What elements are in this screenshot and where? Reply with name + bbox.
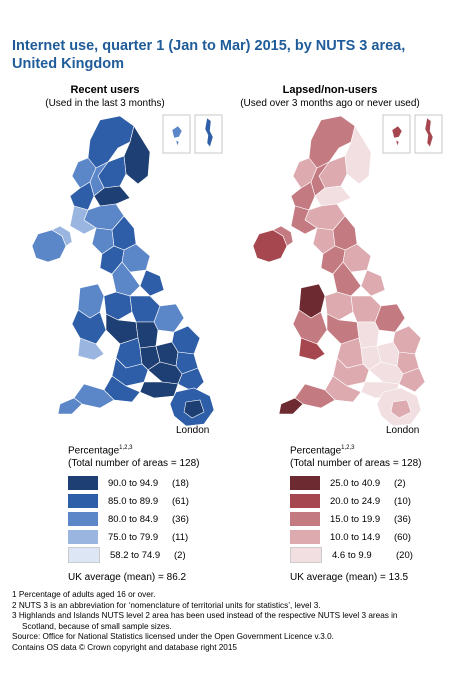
left-panel-header: Recent users (Used in the last 3 months) bbox=[5, 84, 205, 110]
right-inset-london-label: London bbox=[386, 425, 420, 436]
left-mid-wales bbox=[71, 309, 107, 345]
left-legend-count: (11) bbox=[172, 531, 189, 543]
right-uk-map bbox=[252, 114, 443, 427]
left-highlands bbox=[87, 115, 135, 169]
right-legend-row: 25.0 to 40.9 (2) bbox=[290, 474, 462, 492]
left-legend-row: 75.0 to 79.9 (11) bbox=[68, 528, 268, 546]
left-legend-range: 58.2 to 74.9 bbox=[110, 549, 161, 561]
right-panel-heading: Lapsed/non-users bbox=[282, 84, 378, 96]
left-legend-count: (36) bbox=[172, 513, 189, 525]
right-legend-range: 20.0 to 24.9 bbox=[330, 495, 381, 507]
right-cornwall bbox=[278, 397, 304, 415]
left-legend-row: 80.0 to 84.9 (36) bbox=[68, 510, 268, 528]
left-london-inner bbox=[183, 399, 205, 419]
right-legend-row: 10.0 to 14.9 (60) bbox=[290, 528, 462, 546]
left-uk-map bbox=[31, 114, 223, 427]
right-legend-swatch bbox=[290, 547, 322, 564]
left-legend-range: 80.0 to 84.9 bbox=[108, 513, 159, 525]
right-legend-total: (Total number of areas = 128) bbox=[290, 458, 422, 470]
left-inset-london-label: London bbox=[176, 425, 210, 436]
right-legend: Percentage1,2,3 (Total number of areas =… bbox=[290, 442, 462, 583]
left-legend-swatch bbox=[68, 530, 98, 545]
left-kent bbox=[177, 367, 205, 393]
right-legend-count: (10) bbox=[394, 495, 411, 507]
right-legend-swatch bbox=[290, 476, 320, 491]
copyright-note: Contains OS data © Crown copyright and d… bbox=[12, 642, 237, 652]
right-legend-row: 4.6 to 9.9 (20) bbox=[290, 546, 462, 564]
right-legend-range: 25.0 to 40.9 bbox=[330, 477, 381, 489]
left-legend-range: 85.0 to 89.9 bbox=[108, 495, 159, 507]
right-legend-row: 15.0 to 19.9 (36) bbox=[290, 510, 462, 528]
right-shetland-shape bbox=[424, 117, 434, 148]
left-aberdeen bbox=[123, 125, 151, 185]
left-legend-title: Percentage1,2,3 bbox=[68, 445, 133, 457]
right-south-wales bbox=[298, 337, 326, 361]
left-uk-average: UK average (mean) = 86.2 bbox=[68, 572, 187, 584]
left-panel-heading: Recent users bbox=[70, 84, 140, 96]
left-panel-subheading: (Used in the last 3 months) bbox=[45, 98, 165, 109]
right-panel-header: Lapsed/non-users (Used over 3 months ago… bbox=[230, 84, 430, 110]
left-legend-count: (61) bbox=[172, 495, 189, 507]
left-shetland-shape bbox=[204, 117, 214, 148]
left-legend-swatch bbox=[68, 494, 98, 509]
left-legend-count: (2) bbox=[174, 549, 186, 561]
left-legend-range: 90.0 to 94.9 bbox=[108, 477, 159, 489]
left-legend-swatch bbox=[68, 476, 98, 491]
left-legend-count: (18) bbox=[172, 477, 189, 489]
right-legend-range: 4.6 to 9.9 bbox=[332, 549, 372, 561]
footnote-2: 2 NUTS 3 is an abbreviation for ‘nomencl… bbox=[12, 600, 321, 610]
right-orkney-shape bbox=[391, 125, 403, 147]
left-legend: Percentage1,2,3 (Total number of areas =… bbox=[68, 442, 268, 583]
footnote-3: 3 Highlands and Islands NUTS level 2 are… bbox=[12, 611, 398, 621]
right-legend-count: (36) bbox=[394, 513, 411, 525]
left-orkney-shape bbox=[171, 125, 183, 147]
right-aberdeen bbox=[344, 125, 372, 185]
right-legend-range: 15.0 to 19.9 bbox=[330, 513, 381, 525]
left-legend-row: 58.2 to 74.9 (2) bbox=[68, 546, 268, 564]
left-legend-total: (Total number of areas = 128) bbox=[68, 458, 200, 470]
right-legend-title: Percentage1,2,3 bbox=[290, 445, 355, 457]
left-northern-ireland-2 bbox=[51, 225, 73, 247]
left-legend-row: 85.0 to 89.9 (61) bbox=[68, 492, 268, 510]
right-east-yorkshire bbox=[360, 269, 386, 297]
right-mid-wales bbox=[292, 309, 328, 345]
right-legend-swatch bbox=[290, 512, 320, 527]
left-legend-row: 90.0 to 94.9 (18) bbox=[68, 474, 268, 492]
left-legend-swatch bbox=[68, 512, 98, 527]
left-cornwall bbox=[57, 397, 83, 415]
right-northern-ireland-2 bbox=[272, 225, 294, 247]
right-legend-range: 10.0 to 14.9 bbox=[330, 531, 381, 543]
source-note: Source: Office for National Statistics l… bbox=[12, 632, 334, 642]
right-legend-count: (20) bbox=[396, 549, 413, 561]
left-legend-range: 75.0 to 79.9 bbox=[108, 531, 159, 543]
right-panel-subheading: (Used over 3 months ago or never used) bbox=[240, 98, 420, 109]
map-title: Internet use, quarter 1 (Jan to Mar) 201… bbox=[12, 38, 406, 72]
right-legend-swatch bbox=[290, 530, 320, 545]
left-east-yorkshire bbox=[139, 269, 165, 297]
left-legend-swatch bbox=[68, 547, 100, 564]
footnote-1: 1 Percentage of adults aged 16 or over. bbox=[12, 590, 156, 599]
footnotes: 1 Percentage of adults aged 16 or over. … bbox=[12, 590, 452, 654]
footnote-3-cont: Scotland, because of small sample sizes. bbox=[22, 621, 172, 631]
right-legend-swatch bbox=[290, 494, 320, 509]
right-kent bbox=[398, 367, 426, 393]
right-legend-row: 20.0 to 24.9 (10) bbox=[290, 492, 462, 510]
right-london-inner bbox=[390, 399, 412, 419]
right-highlands bbox=[308, 115, 356, 169]
left-south-wales bbox=[77, 337, 105, 361]
left-surrey-sussex bbox=[139, 381, 179, 399]
right-legend-count: (60) bbox=[394, 531, 411, 543]
right-legend-count: (2) bbox=[394, 477, 406, 489]
right-uk-average: UK average (mean) = 13.5 bbox=[290, 572, 409, 584]
